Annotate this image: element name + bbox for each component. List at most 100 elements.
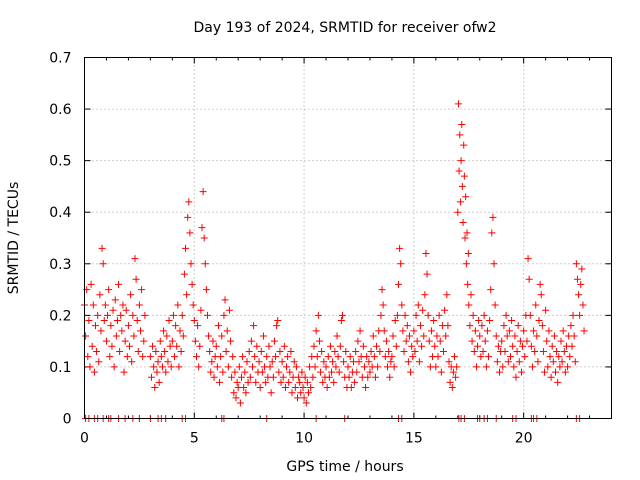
data-point: [266, 363, 274, 371]
data-point: [491, 301, 499, 309]
data-point: [475, 317, 483, 325]
data-point: [243, 358, 251, 366]
data-point: [544, 363, 552, 371]
data-point: [542, 306, 550, 314]
data-point: [557, 337, 565, 345]
data-point: [449, 368, 457, 376]
data-point: [362, 384, 370, 392]
x-tick-label: 0: [80, 431, 89, 447]
data-point: [242, 389, 250, 397]
data-point: [376, 347, 384, 355]
data-point: [555, 353, 563, 361]
data-point: [516, 337, 524, 345]
data-point: [423, 270, 431, 278]
data-point: [431, 342, 439, 350]
data-point: [246, 373, 254, 381]
y-tick-label: 0.3: [49, 257, 71, 273]
data-point: [255, 358, 263, 366]
data-point: [166, 342, 174, 350]
data-point: [288, 389, 296, 397]
data-point: [479, 347, 487, 355]
data-point: [560, 347, 568, 355]
data-point: [214, 322, 222, 330]
data-point: [494, 342, 502, 350]
data-point: [556, 363, 564, 371]
data-point: [313, 353, 321, 361]
data-point: [416, 322, 424, 330]
data-point: [378, 286, 386, 294]
data-point: [231, 368, 239, 376]
data-point: [388, 353, 396, 361]
data-point: [283, 363, 291, 371]
data-point: [135, 301, 143, 309]
data-point: [263, 353, 271, 361]
data-point: [192, 353, 200, 361]
data-point: [121, 337, 129, 345]
data-point: [415, 358, 423, 366]
data-point: [286, 368, 294, 376]
data-point: [156, 337, 164, 345]
data-point: [536, 280, 544, 288]
data-point: [196, 342, 204, 350]
data-point: [340, 358, 348, 366]
data-point: [454, 208, 462, 216]
data-point: [404, 358, 412, 366]
data-point: [508, 317, 516, 325]
data-point: [123, 353, 131, 361]
data-point: [240, 384, 248, 392]
data-point: [384, 363, 392, 371]
data-point: [229, 353, 237, 361]
data-point: [85, 317, 93, 325]
data-point: [201, 260, 209, 268]
data-point: [524, 255, 532, 263]
data-point: [324, 353, 332, 361]
data-point: [216, 378, 224, 386]
data-point: [456, 131, 464, 139]
data-point: [513, 347, 521, 355]
data-point: [492, 332, 500, 340]
data-point: [483, 327, 491, 335]
data-point: [278, 358, 286, 366]
data-point: [571, 358, 579, 366]
data-point: [101, 301, 109, 309]
data-point: [247, 337, 255, 345]
data-point: [272, 353, 280, 361]
data-point: [82, 332, 90, 340]
data-point: [147, 373, 155, 381]
data-point: [91, 322, 99, 330]
y-tick-label: 0.7: [49, 51, 71, 67]
data-point: [318, 347, 326, 355]
data-point: [140, 337, 148, 345]
data-point: [203, 311, 211, 319]
data-point: [150, 363, 158, 371]
data-point: [485, 353, 493, 361]
data-point: [102, 337, 110, 345]
y-tick-label: 0.1: [49, 360, 71, 376]
data-point: [335, 368, 343, 376]
data-point: [458, 121, 466, 129]
data-point: [545, 327, 553, 335]
data-point: [496, 368, 504, 376]
data-point: [317, 368, 325, 376]
data-point: [222, 347, 230, 355]
data-point: [267, 389, 275, 397]
data-point: [136, 327, 144, 335]
data-points: [81, 100, 588, 422]
data-point: [561, 368, 569, 376]
data-point: [177, 347, 185, 355]
data-point: [153, 368, 161, 376]
data-point: [323, 384, 331, 392]
data-point: [236, 399, 244, 407]
data-point: [262, 378, 270, 386]
data-point: [127, 291, 135, 299]
data-point: [188, 280, 196, 288]
data-point: [146, 353, 154, 361]
data-point: [190, 317, 198, 325]
data-point: [488, 229, 496, 237]
data-point: [367, 347, 375, 355]
data-point: [382, 337, 390, 345]
data-point: [320, 358, 328, 366]
data-point: [179, 332, 187, 340]
data-point: [490, 260, 498, 268]
data-point: [253, 342, 261, 350]
